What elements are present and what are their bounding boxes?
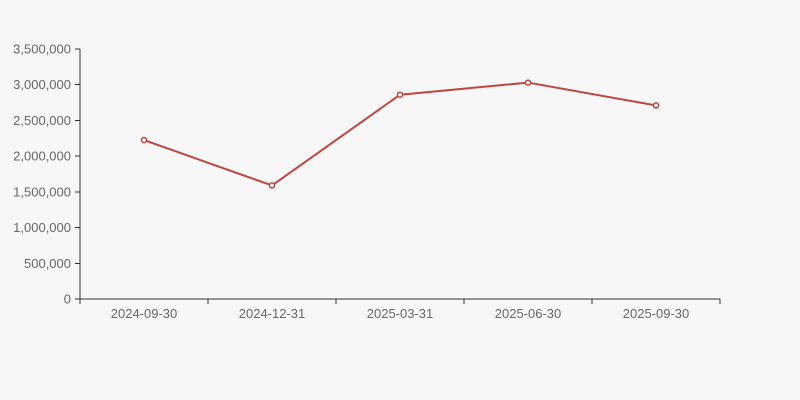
x-axis-tick-label: 2024-12-31 [239,306,306,321]
x-axis-tick-label: 2025-09-30 [623,306,690,321]
y-axis-tick-label: 2,000,000 [13,149,71,164]
y-axis-tick-label: 500,000 [24,256,71,271]
y-axis-tick-label: 1,500,000 [13,184,71,199]
y-axis-tick-label: 0 [64,292,71,307]
data-point-marker [140,136,148,144]
data-point-marker [524,79,532,86]
y-axis-tick-label: 1,000,000 [13,220,71,235]
x-axis-tick-label: 2025-06-30 [495,306,562,321]
x-axis-tick-label: 2025-03-31 [367,306,434,321]
y-axis-tick-label: 2,500,000 [13,113,71,128]
x-axis-tick-label: 2024-09-30 [111,306,178,321]
data-point-marker [652,102,660,109]
y-axis-tick-label: 3,500,000 [13,42,71,57]
data-point-marker [268,182,276,189]
data-point-marker [396,91,404,98]
series-line [143,81,657,187]
axis-lines [79,49,720,300]
y-axis-tick-label: 3,000,000 [13,77,71,92]
